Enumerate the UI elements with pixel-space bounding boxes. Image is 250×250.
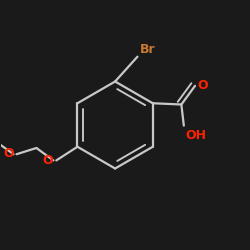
Text: O: O	[43, 154, 53, 167]
Text: O: O	[197, 79, 208, 92]
Text: Br: Br	[140, 43, 155, 56]
Text: O: O	[3, 147, 13, 160]
Text: OH: OH	[185, 128, 206, 141]
